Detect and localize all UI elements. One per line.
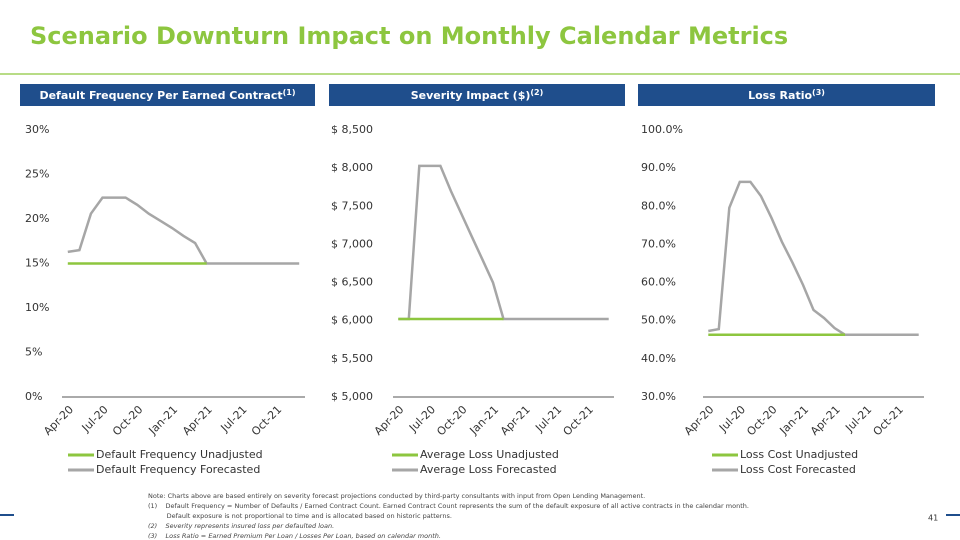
footer-mark: [0, 514, 14, 516]
y-tick-label: 20%: [25, 212, 49, 225]
y-tick-label: 5%: [25, 346, 42, 359]
y-tick-label: $ 7,500: [331, 199, 373, 212]
legend-label: Default Frequency Forecasted: [96, 463, 260, 476]
y-tick-label: 15%: [25, 257, 49, 270]
x-tick-label: Jan-21: [146, 403, 181, 438]
y-tick-label: $ 8,000: [331, 161, 373, 174]
series-line: [708, 180, 919, 337]
footnote: (1) Default Frequency = Number of Defaul…: [148, 502, 749, 510]
y-tick-label: 50.0%: [641, 314, 676, 327]
y-tick-label: 0%: [25, 390, 42, 403]
panel-title-superscript: (1): [283, 88, 296, 97]
footnote: Default exposure is not proportional to …: [148, 512, 452, 520]
panel-title-superscript: (2): [530, 88, 543, 97]
y-tick-label: 10%: [25, 301, 49, 314]
panel-title-text: Default Frequency Per Earned Contract: [39, 89, 282, 102]
y-tick-label: $ 8,500: [331, 123, 373, 136]
page-number: 41: [928, 514, 938, 523]
x-tick-label: Apr-20: [41, 403, 76, 438]
y-tick-label: $ 6,500: [331, 276, 373, 289]
y-tick-label: 70.0%: [641, 237, 676, 250]
y-tick-label: $ 5,000: [331, 390, 373, 403]
slide-title: Scenario Downturn Impact on Monthly Cale…: [30, 22, 788, 50]
x-tick-label: Oct-20: [744, 403, 779, 438]
footnote: Note: Charts above are based entirely on…: [148, 492, 645, 500]
y-tick-label: $ 6,000: [331, 314, 373, 327]
y-tick-label: 60.0%: [641, 276, 676, 289]
series-line: [67, 196, 300, 265]
panel-header: [638, 84, 935, 106]
legend-label: Default Frequency Unadjusted: [96, 448, 263, 461]
x-tick-label: Oct-20: [434, 403, 469, 438]
y-tick-label: 30%: [25, 123, 49, 136]
legend-label: Loss Cost Forecasted: [740, 463, 856, 476]
panel-header: [20, 84, 315, 106]
x-tick-label: Apr-21: [808, 403, 843, 438]
y-tick-label: 40.0%: [641, 352, 676, 365]
x-tick-label: Jul-20: [406, 403, 438, 435]
legend-label: Average Loss Forecasted: [420, 463, 557, 476]
legend-label: Average Loss Unadjusted: [420, 448, 559, 461]
panel-header: [329, 84, 625, 106]
x-tick-label: Apr-20: [682, 403, 717, 438]
y-tick-label: 100.0%: [641, 123, 683, 136]
y-tick-label: 25%: [25, 168, 49, 181]
footer-mark: [946, 514, 960, 516]
panel-title-text: Severity Impact ($): [411, 89, 531, 102]
panel-title-text: Loss Ratio: [748, 89, 812, 102]
x-tick-label: Oct-20: [110, 403, 145, 438]
x-tick-label: Jan-21: [777, 403, 812, 438]
legend-label: Loss Cost Unadjusted: [740, 448, 858, 461]
x-tick-label: Jul-21: [532, 403, 564, 435]
y-tick-label: $ 5,500: [331, 352, 373, 365]
panel-title-superscript: (3): [812, 88, 825, 97]
x-tick-label: Apr-21: [180, 403, 215, 438]
y-tick-label: $ 7,000: [331, 237, 373, 250]
x-tick-label: Oct-21: [561, 403, 596, 438]
footnote: (2) Severity represents insured loss per…: [148, 522, 334, 530]
y-tick-label: 80.0%: [641, 199, 676, 212]
series-line: [398, 164, 609, 321]
x-tick-label: Jul-21: [218, 403, 250, 435]
x-tick-label: Jul-20: [716, 403, 748, 435]
panel-title: Severity Impact ($)(2): [411, 88, 544, 103]
x-tick-label: Apr-21: [498, 403, 533, 438]
y-tick-label: 30.0%: [641, 390, 676, 403]
footnote: (3) Loss Ratio = Earned Premium Per Loan…: [148, 532, 441, 540]
y-tick-label: 90.0%: [641, 161, 676, 174]
panel-title: Loss Ratio(3): [748, 88, 825, 103]
x-tick-label: Oct-21: [871, 403, 906, 438]
x-tick-label: Jul-20: [79, 403, 111, 435]
x-tick-label: Jul-21: [842, 403, 874, 435]
panel-title: Default Frequency Per Earned Contract(1): [39, 88, 295, 103]
x-tick-label: Apr-20: [372, 403, 407, 438]
x-tick-label: Oct-21: [249, 403, 284, 438]
x-tick-label: Jan-21: [467, 403, 502, 438]
